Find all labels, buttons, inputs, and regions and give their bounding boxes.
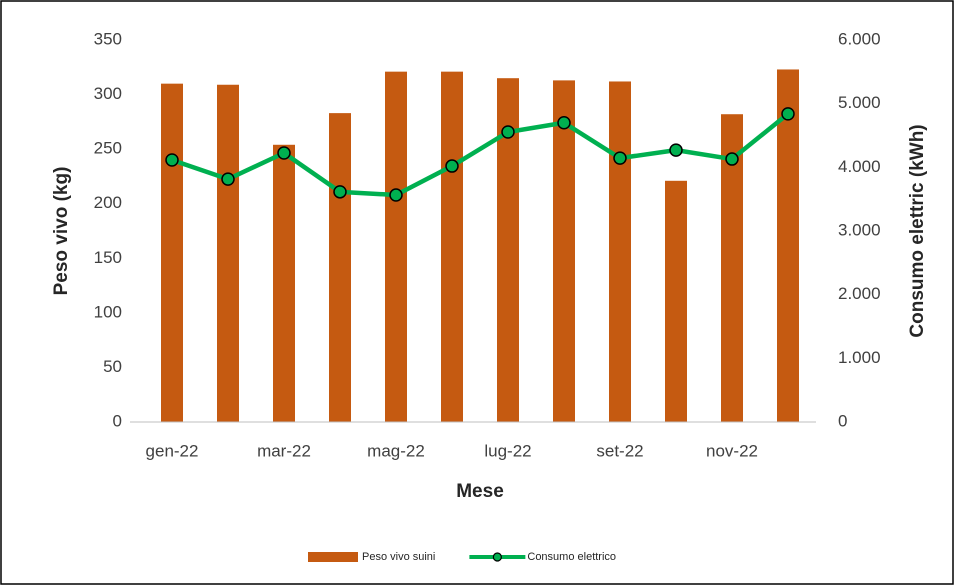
line-marker (781, 107, 795, 121)
bar (217, 84, 239, 423)
x-tick-label: set-22 (596, 441, 643, 460)
bar (721, 114, 743, 423)
line-marker (221, 172, 235, 186)
legend-marker (492, 552, 502, 562)
legend-label: Consumo elettrico (527, 551, 616, 563)
bar (161, 83, 183, 423)
line-marker (165, 153, 179, 167)
y2-tick-label: 5.000 (838, 93, 881, 112)
y-tick-label: 350 (94, 29, 122, 48)
line-marker (725, 152, 739, 166)
line-marker (613, 151, 627, 165)
line (171, 112, 790, 198)
x-tick-label: gen-22 (146, 441, 199, 460)
line-marker (669, 143, 683, 157)
line-marker (445, 159, 459, 173)
x-tick-label: mar-22 (257, 441, 311, 460)
bar (777, 69, 799, 423)
y2-tick-label: 2.000 (838, 284, 881, 303)
line-marker (557, 116, 571, 130)
x-tick-label: lug-22 (484, 441, 531, 460)
y-tick-label: 150 (94, 248, 122, 267)
x-axis-title: Mese (456, 481, 504, 502)
bar (609, 81, 631, 422)
bar (441, 71, 463, 422)
y-tick-label: 0 (113, 411, 122, 430)
y2-tick-label: 3.000 (838, 220, 881, 239)
y-tick-label: 250 (94, 139, 122, 158)
y-tick-label: 200 (94, 193, 122, 212)
y2-tick-label: 4.000 (838, 157, 881, 176)
line-marker (333, 185, 347, 199)
y2-tick-label: 1.000 (838, 348, 881, 367)
y2-tick-label: 0 (838, 411, 847, 430)
x-tick-label: mag-22 (367, 441, 425, 460)
y-tick-label: 100 (94, 302, 122, 321)
bar (553, 80, 575, 422)
line-marker (389, 188, 403, 202)
line-marker (501, 125, 515, 139)
y-tick-label: 50 (103, 357, 122, 376)
x-tick-label: nov-22 (706, 441, 758, 460)
legend-swatch (308, 552, 358, 562)
y2-axis-title: Consumo elettric (kWh) (907, 124, 928, 337)
y2-tick-label: 6.000 (838, 29, 881, 48)
bar (665, 180, 687, 422)
bar (497, 78, 519, 422)
legend-label: Peso vivo suini (362, 551, 435, 563)
bar (273, 144, 295, 422)
bar (329, 113, 351, 422)
y-tick-label: 300 (94, 84, 122, 103)
line-marker (277, 146, 291, 160)
bar (385, 71, 407, 422)
y-axis-title: Peso vivo (kg) (51, 167, 72, 296)
